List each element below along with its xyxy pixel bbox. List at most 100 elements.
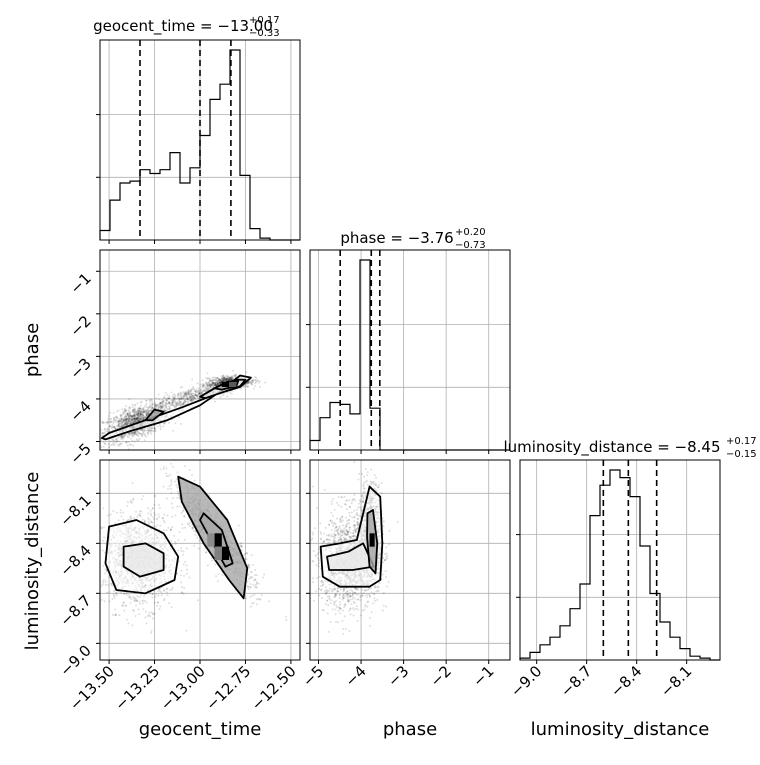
- sample-point: [193, 389, 195, 391]
- sample-point: [254, 585, 256, 587]
- sample-point: [215, 575, 217, 577]
- sample-point: [146, 400, 148, 402]
- sample-point: [285, 616, 287, 618]
- sample-point: [144, 616, 146, 618]
- sample-point: [179, 531, 181, 533]
- sample-point: [144, 439, 146, 441]
- sample-point: [132, 434, 134, 436]
- sample-point: [179, 392, 181, 394]
- sample-point: [189, 577, 191, 579]
- sample-point: [191, 393, 193, 395]
- sample-point: [257, 598, 259, 600]
- sample-point: [155, 594, 157, 596]
- sample-point: [134, 431, 136, 433]
- sample-point: [122, 438, 124, 440]
- sample-point: [130, 433, 132, 435]
- sample-point: [253, 388, 255, 390]
- sample-point: [247, 585, 249, 587]
- sample-point: [268, 600, 270, 602]
- sample-point: [158, 504, 160, 506]
- sample-point: [110, 440, 112, 442]
- sample-point: [171, 587, 173, 589]
- sample-point: [190, 390, 192, 392]
- sample-point: [137, 514, 139, 516]
- sample-point: [180, 423, 182, 425]
- sample-point: [180, 547, 182, 549]
- sample-point: [111, 424, 113, 426]
- sample-point: [248, 564, 250, 566]
- sample-point: [231, 378, 233, 380]
- sample-point: [133, 517, 135, 519]
- sample-point: [160, 605, 162, 607]
- sample-point: [127, 501, 129, 503]
- sample-point: [148, 412, 150, 414]
- sample-point: [127, 413, 129, 415]
- sample-point: [140, 416, 142, 418]
- sample-point: [140, 515, 142, 517]
- sample-point: [138, 601, 140, 603]
- sample-point: [124, 408, 126, 410]
- sample-point: [206, 372, 208, 374]
- sample-point: [163, 485, 165, 487]
- sample-point: [121, 604, 123, 606]
- sample-point: [133, 599, 135, 601]
- sample-point: [141, 401, 143, 403]
- sample-point: [250, 571, 252, 573]
- sample-point: [177, 393, 179, 395]
- sample-point: [116, 417, 118, 419]
- sample-point: [159, 590, 161, 592]
- sample-point: [89, 586, 91, 588]
- sample-point: [92, 442, 94, 444]
- sample-point: [78, 430, 80, 432]
- sample-point: [139, 432, 141, 434]
- sample-point: [212, 380, 214, 382]
- sample-point: [97, 549, 99, 551]
- sample-point: [183, 398, 185, 400]
- sample-point: [120, 509, 122, 511]
- sample-point: [207, 564, 209, 566]
- sample-point: [104, 443, 106, 445]
- sample-point: [180, 574, 182, 576]
- sample-point: [106, 428, 108, 430]
- sample-point: [206, 387, 208, 389]
- sample-point: [231, 393, 233, 395]
- sample-point: [115, 442, 117, 444]
- sample-point: [118, 420, 120, 422]
- sample-point: [150, 410, 152, 412]
- sample-point: [241, 545, 243, 547]
- sample-point: [120, 592, 122, 594]
- sample-point: [98, 453, 100, 455]
- scatter-panel-geocent-time-vs-luminosity-distance: [86, 452, 300, 664]
- sample-point: [253, 594, 255, 596]
- sample-point: [160, 406, 162, 408]
- sample-point: [141, 435, 143, 437]
- sample-point: [182, 554, 184, 556]
- sample-point: [249, 596, 251, 598]
- sample-point: [147, 615, 149, 617]
- sample-point: [127, 420, 129, 422]
- sample-point: [150, 513, 152, 515]
- sample-point: [175, 484, 177, 486]
- sample-point: [101, 585, 103, 587]
- sample-point: [159, 525, 161, 527]
- sample-point: [176, 497, 178, 499]
- sample-point: [92, 575, 94, 577]
- sample-point: [140, 405, 142, 407]
- sample-point: [89, 581, 91, 583]
- hist-panel-geocent-time: [96, 40, 300, 244]
- sample-point: [154, 427, 156, 429]
- sample-point: [166, 588, 168, 590]
- sample-point: [154, 494, 156, 496]
- sample-point: [175, 543, 177, 545]
- sample-point: [88, 434, 90, 436]
- sample-point: [205, 382, 207, 384]
- sample-point: [86, 434, 88, 436]
- sample-point: [124, 604, 126, 606]
- sample-point: [245, 597, 247, 599]
- sample-point: [193, 545, 195, 547]
- sample-point: [172, 399, 174, 401]
- sample-point: [171, 606, 173, 608]
- sample-point: [151, 521, 153, 523]
- sample-point: [207, 378, 209, 380]
- sample-point: [191, 378, 193, 380]
